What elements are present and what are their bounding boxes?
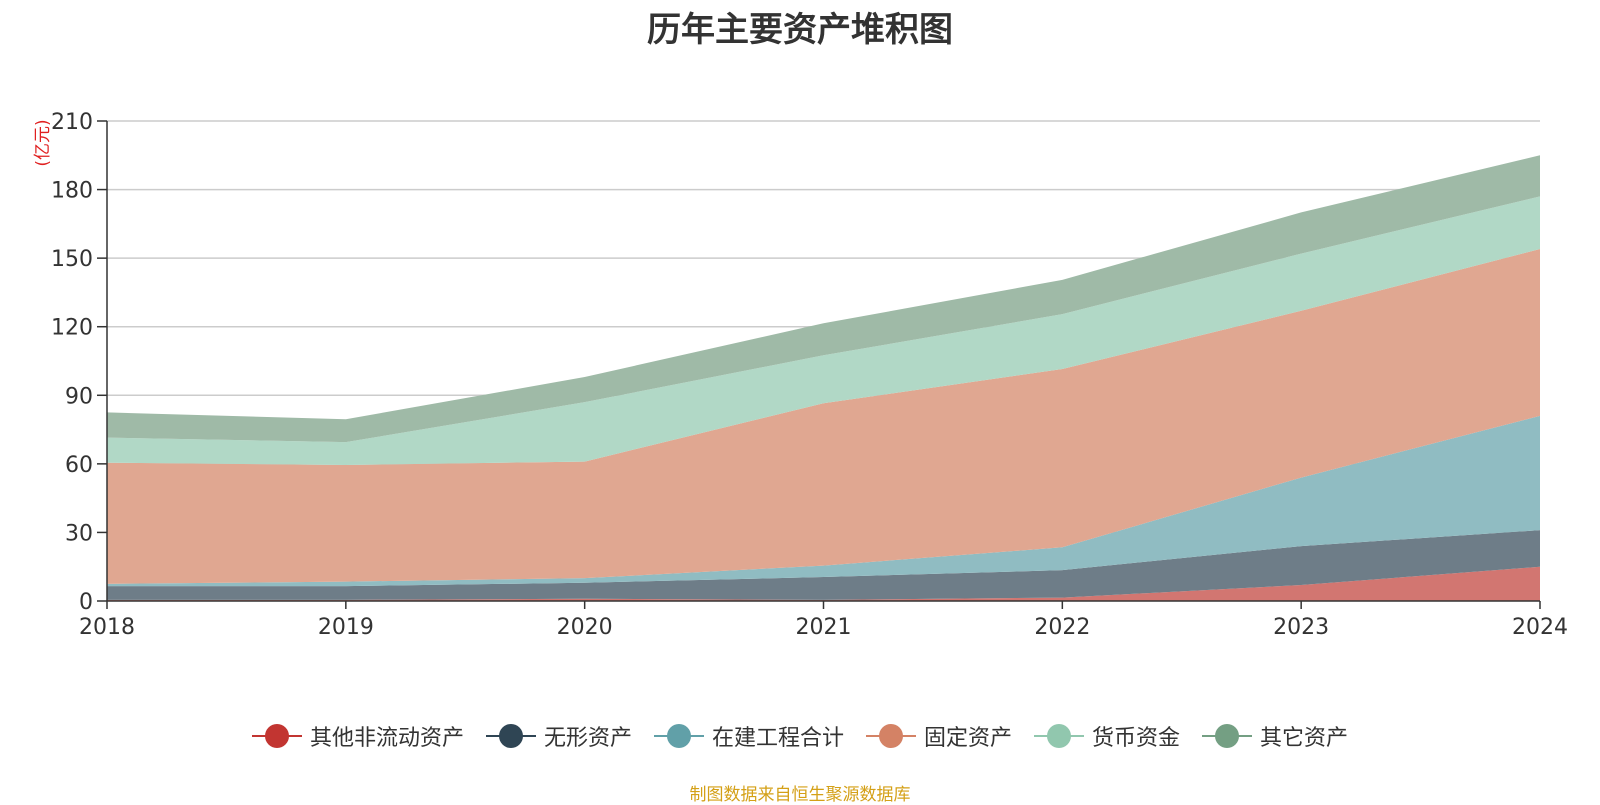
legend-item[interactable]: 其它资产 (1202, 720, 1348, 752)
axes: 0 30 60 90 120 150 180 210 2018 2019 2020 2021 2022 2… (51, 110, 1568, 640)
legend-marker-icon (251, 723, 302, 749)
data-source-note: 制图数据来自恒生聚源数据库 (689, 785, 911, 805)
x-tick-label: 2022 (1034, 615, 1090, 640)
x-tick-label: 2018 (79, 615, 135, 640)
area-固定资产 (107, 249, 1540, 584)
legend-label: 在建工程合计 (711, 726, 844, 751)
x-tick-label: 2023 (1273, 615, 1329, 640)
legend-label: 货币资金 (1092, 726, 1181, 751)
chart-title: 历年主要资产堆积图 (647, 10, 953, 50)
legend-item[interactable]: 在建工程合计 (653, 720, 844, 752)
y-tick-label: 60 (65, 453, 93, 478)
legend-marker-icon (485, 723, 536, 749)
x-tick-label: 2020 (557, 615, 613, 640)
legend-item[interactable]: 货币资金 (1034, 720, 1180, 752)
legend-label: 无形资产 (543, 726, 632, 751)
legend-marker-icon (1202, 723, 1253, 749)
y-tick-label: 210 (51, 110, 93, 135)
legend-label: 其他非流动资产 (309, 726, 464, 751)
y-unit-label: (亿元) (33, 119, 53, 166)
legend-marker-icon (653, 723, 704, 749)
legend-label: 其它资产 (1260, 726, 1349, 751)
x-tick-label: 2021 (796, 615, 852, 640)
area-其他非流动资产 (107, 566, 1540, 601)
y-tick-label: 120 (51, 316, 93, 341)
y-tick-label: 30 (65, 521, 93, 546)
area-在建工程合计 (107, 415, 1540, 587)
area-无形资产 (107, 530, 1540, 600)
legend-marker-icon (1034, 723, 1085, 749)
y-tick-label: 150 (51, 247, 93, 272)
legend-item[interactable]: 其他非流动资产 (251, 720, 464, 752)
legend-item[interactable]: 无形资产 (485, 720, 632, 752)
x-tick-label: 2024 (1512, 615, 1568, 640)
x-tick-label: 2019 (318, 615, 374, 640)
legend: 其他非流动资产 无形资产 在建工程合计 固定资产 货币资金 其它资产 (0, 720, 1600, 752)
legend-label: 固定资产 (924, 726, 1013, 751)
area-series-group (107, 155, 1540, 601)
legend-marker-icon (866, 723, 916, 749)
legend-item[interactable]: 固定资产 (866, 720, 1012, 752)
y-tick-label: 180 (51, 179, 93, 204)
y-tick-label: 90 (65, 384, 93, 409)
y-tick-label: 0 (79, 590, 93, 615)
